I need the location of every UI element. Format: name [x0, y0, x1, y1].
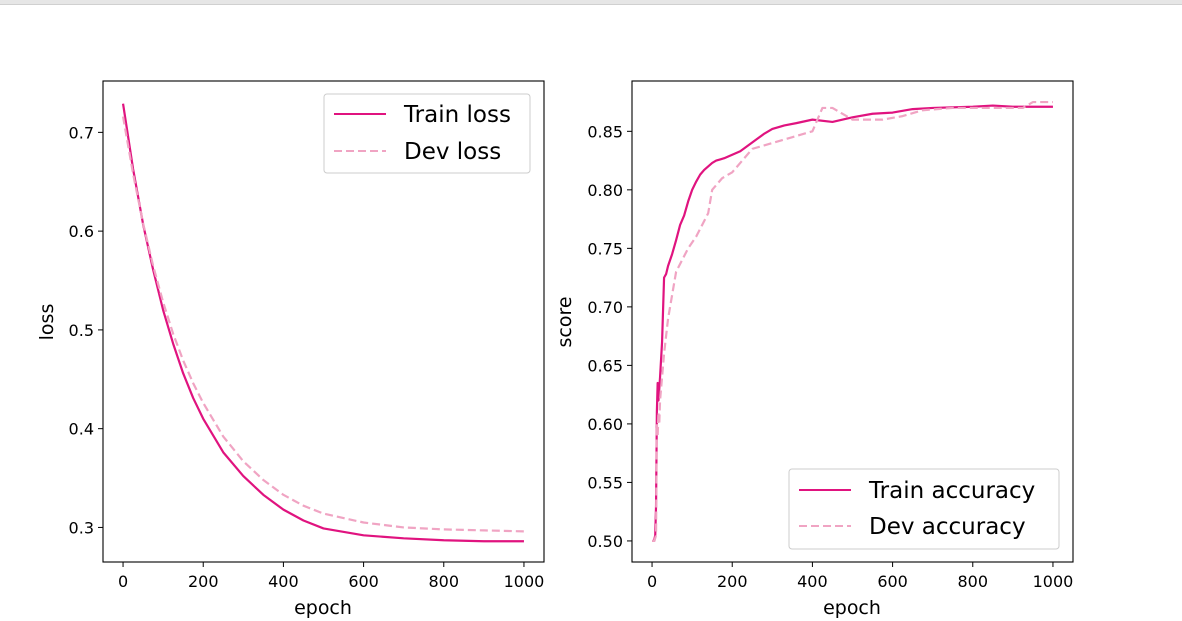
score-y-tick-label: 0.65: [587, 356, 623, 375]
score-subplot: 0 200 400 600 800 1000 0.500.550.600.650.700.…: [554, 80, 1074, 619]
score-x-tick-label: 1000: [1033, 572, 1074, 591]
score-x-tick-label: 400: [797, 572, 828, 591]
loss-y-tick-label: 0.4: [69, 420, 94, 439]
loss-y-tick-label: 0.3: [69, 518, 94, 537]
loss-y-tick-label: 0.6: [69, 222, 94, 241]
loss-plot-area: [121, 103, 524, 543]
dev-loss-legend-label: Dev loss: [404, 139, 501, 165]
score-y-tick-label: 0.80: [587, 181, 623, 200]
dev-loss-line: [121, 116, 524, 533]
score-x-tick-label: 200: [717, 572, 748, 591]
score-y-tick-label: 0.50: [587, 532, 623, 551]
score-y-tick-label: 0.55: [587, 473, 623, 492]
loss-x-tick-label: 600: [348, 572, 379, 591]
score-x-tick-label: 0: [647, 572, 657, 591]
loss-x-tick-label: 1000: [504, 572, 545, 591]
train-loss-line: [121, 103, 524, 543]
loss-subplot: 0 200 400 600 800 1000 0.30.40.50.60.7 epoch …: [36, 80, 545, 619]
dev-accuracy-legend-label: Dev accuracy: [869, 514, 1026, 540]
score-legend: Train accuracy Dev accuracy: [788, 468, 1060, 550]
score-plot-area: [652, 100, 1053, 543]
loss-x-tick-label: 200: [188, 572, 219, 591]
score-y-tick-label: 0.70: [587, 298, 623, 317]
score-y-tick-label: 0.60: [587, 415, 623, 434]
score-y-tick-label: 0.85: [587, 122, 623, 141]
train-accuracy-legend-label: Train accuracy: [868, 478, 1035, 504]
loss-x-ticks: 0 200 400 600 800 1000: [118, 562, 544, 591]
score-y-tick-label: 0.75: [587, 239, 623, 258]
score-legend-box: [788, 468, 1060, 550]
loss-legend: Train loss Dev loss: [323, 93, 531, 174]
score-x-tick-label: 600: [877, 572, 908, 591]
loss-y-axis-label: loss: [36, 304, 58, 341]
train-loss-legend-label: Train loss: [403, 102, 511, 128]
score-x-ticks: 0 200 400 600 800 1000: [647, 562, 1073, 591]
score-y-axis-label: score: [554, 296, 576, 347]
loss-x-axis-label: epoch: [294, 597, 352, 619]
score-y-ticks: 0.50 0.55 0.60 0.65 0.70 0.75 0.80 0.85: [587, 122, 632, 551]
loss-y-tick-label: 0.5: [69, 321, 94, 340]
score-axes-frame: [631, 80, 1074, 563]
loss-axes-frame: [102, 80, 545, 563]
window-top-border: [0, 0, 1182, 5]
loss-x-tick-label: 0: [118, 572, 128, 591]
train-accuracy-line: [652, 104, 1053, 543]
loss-y-tick-label: 0.7: [69, 123, 94, 142]
dev-accuracy-line: [652, 100, 1053, 543]
loss-x-tick-label: 400: [268, 572, 299, 591]
loss-x-tick-label: 800: [428, 572, 459, 591]
score-x-axis-label: epoch: [823, 597, 881, 619]
loss-y-ticks: 0.3 0.4 0.5 0.6 0.7: [69, 123, 103, 537]
score-x-tick-label: 800: [957, 572, 988, 591]
